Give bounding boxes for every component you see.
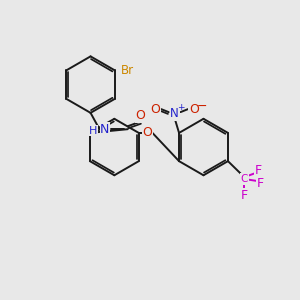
Text: N: N bbox=[170, 107, 179, 120]
Text: O: O bbox=[189, 103, 199, 116]
Text: F: F bbox=[257, 177, 264, 190]
Text: −: − bbox=[197, 100, 208, 113]
Text: C: C bbox=[241, 174, 248, 184]
Text: Br: Br bbox=[121, 64, 134, 77]
Text: +: + bbox=[177, 103, 184, 112]
Text: F: F bbox=[241, 189, 248, 202]
Text: N: N bbox=[100, 123, 110, 136]
Text: F: F bbox=[255, 164, 262, 177]
Text: O: O bbox=[142, 126, 152, 140]
Text: O: O bbox=[150, 103, 160, 116]
Text: O: O bbox=[135, 109, 145, 122]
Text: H: H bbox=[89, 126, 97, 136]
